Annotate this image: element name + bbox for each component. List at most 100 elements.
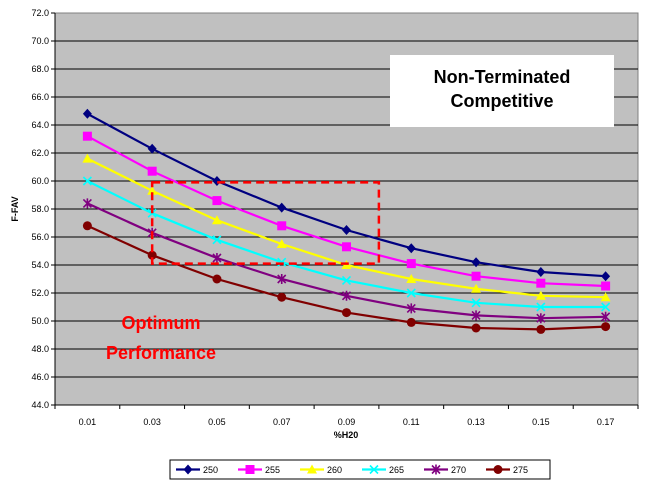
y-tick-label: 56.0 xyxy=(31,232,49,242)
series-255 xyxy=(82,131,611,291)
legend-items: 250 255 260 265 270 275 xyxy=(176,464,528,475)
data-point xyxy=(471,271,481,281)
data-point xyxy=(212,235,222,245)
y-tick-label: 60.0 xyxy=(31,176,49,186)
y-tick-label: 48.0 xyxy=(31,344,49,354)
y-tick-label: 54.0 xyxy=(31,260,49,270)
legend-item-260: 260 xyxy=(300,464,342,475)
x-tick-label: 0.17 xyxy=(597,417,615,427)
legend-item-250: 250 xyxy=(176,464,218,475)
data-point xyxy=(277,202,287,213)
optimum-label-line-2: Performance xyxy=(106,343,216,363)
legend-item-270: 270 xyxy=(424,464,466,475)
data-point xyxy=(601,302,611,312)
data-point xyxy=(82,131,92,141)
x-tick-label: 0.09 xyxy=(338,417,356,427)
legend-label: 255 xyxy=(265,465,280,475)
data-point xyxy=(406,243,416,254)
data-point xyxy=(82,153,93,163)
legend-label: 250 xyxy=(203,465,218,475)
y-axis-ticks: 44.0 46.0 48.0 50.0 52.0 54.0 56.0 58.0 60.0 62.0… xyxy=(31,8,56,410)
data-point xyxy=(406,259,416,269)
data-point xyxy=(212,274,222,284)
y-tick-label: 66.0 xyxy=(31,92,49,102)
data-point xyxy=(82,108,92,119)
data-point xyxy=(406,303,416,314)
y-tick-label: 72.0 xyxy=(31,8,49,18)
legend-item-275: 275 xyxy=(486,465,528,475)
data-point xyxy=(147,250,157,260)
legend-label: 270 xyxy=(451,465,466,475)
data-point xyxy=(471,323,481,333)
data-point xyxy=(342,242,351,252)
data-point xyxy=(82,198,92,209)
data-point xyxy=(277,221,287,231)
title-box-line-2: Competitive xyxy=(450,91,553,111)
data-point xyxy=(212,253,222,263)
data-point xyxy=(147,143,157,154)
data-point xyxy=(471,283,482,293)
data-point xyxy=(147,185,158,195)
series-260 xyxy=(82,153,611,302)
x-tick-label: 0.07 xyxy=(273,417,291,427)
legend-marker xyxy=(493,465,503,474)
legend-marker xyxy=(307,464,317,474)
legend-marker xyxy=(369,464,379,475)
y-tick-label: 62.0 xyxy=(31,148,49,158)
data-point xyxy=(277,257,287,267)
data-point xyxy=(341,290,352,301)
optimum-region-box xyxy=(150,181,381,265)
y-tick-label: 64.0 xyxy=(31,120,49,130)
x-tick-label: 0.13 xyxy=(467,417,485,427)
x-tick-label: 0.05 xyxy=(208,417,226,427)
legend-marker xyxy=(431,464,441,475)
legend-marker xyxy=(245,465,255,474)
legend-label: 260 xyxy=(327,465,342,475)
y-tick-label: 52.0 xyxy=(31,288,49,298)
data-point xyxy=(212,196,222,206)
data-point xyxy=(277,292,287,302)
data-point xyxy=(601,271,611,282)
data-point xyxy=(536,302,546,312)
data-point xyxy=(82,176,92,186)
data-point xyxy=(471,257,481,268)
data-point xyxy=(342,225,351,235)
x-tick-label: 0.15 xyxy=(532,417,550,427)
data-point xyxy=(406,274,417,283)
y-tick-label: 50.0 xyxy=(31,316,49,326)
series-265 xyxy=(82,176,611,312)
optimum-label-line-1: Optimum xyxy=(122,313,201,333)
legend-label: 265 xyxy=(389,465,404,475)
data-point xyxy=(536,313,546,324)
data-point xyxy=(277,274,287,284)
data-point xyxy=(600,292,611,302)
data-point xyxy=(601,322,611,332)
data-point xyxy=(536,267,546,277)
data-point xyxy=(471,310,481,321)
data-point xyxy=(147,166,157,176)
data-point xyxy=(276,239,287,248)
y-axis-title: F-FAV xyxy=(10,196,20,221)
y-tick-label: 70.0 xyxy=(31,36,49,46)
legend-item-265: 265 xyxy=(362,464,404,475)
y-tick-label: 58.0 xyxy=(31,204,49,214)
series-270 xyxy=(82,198,611,324)
legend-item-255: 255 xyxy=(238,465,280,475)
y-tick-label: 46.0 xyxy=(31,372,49,382)
x-axis-ticks: 0.01 0.03 0.05 0.07 0.09 0.11 0.13 0.15 0.17 xyxy=(54,404,639,427)
legend-marker xyxy=(183,464,193,475)
title-box-line-1: Non-Terminated xyxy=(434,67,571,87)
data-point xyxy=(536,278,546,288)
data-point xyxy=(471,298,481,308)
x-tick-label: 0.01 xyxy=(79,417,97,427)
x-axis-title: %H20 xyxy=(334,430,359,440)
data-point xyxy=(341,275,352,285)
data-point xyxy=(406,317,416,327)
data-point xyxy=(342,308,351,318)
data-point xyxy=(601,311,611,322)
x-tick-label: 0.03 xyxy=(143,417,161,427)
legend-label: 275 xyxy=(513,465,528,475)
data-point xyxy=(601,281,611,291)
data-point xyxy=(211,215,222,225)
